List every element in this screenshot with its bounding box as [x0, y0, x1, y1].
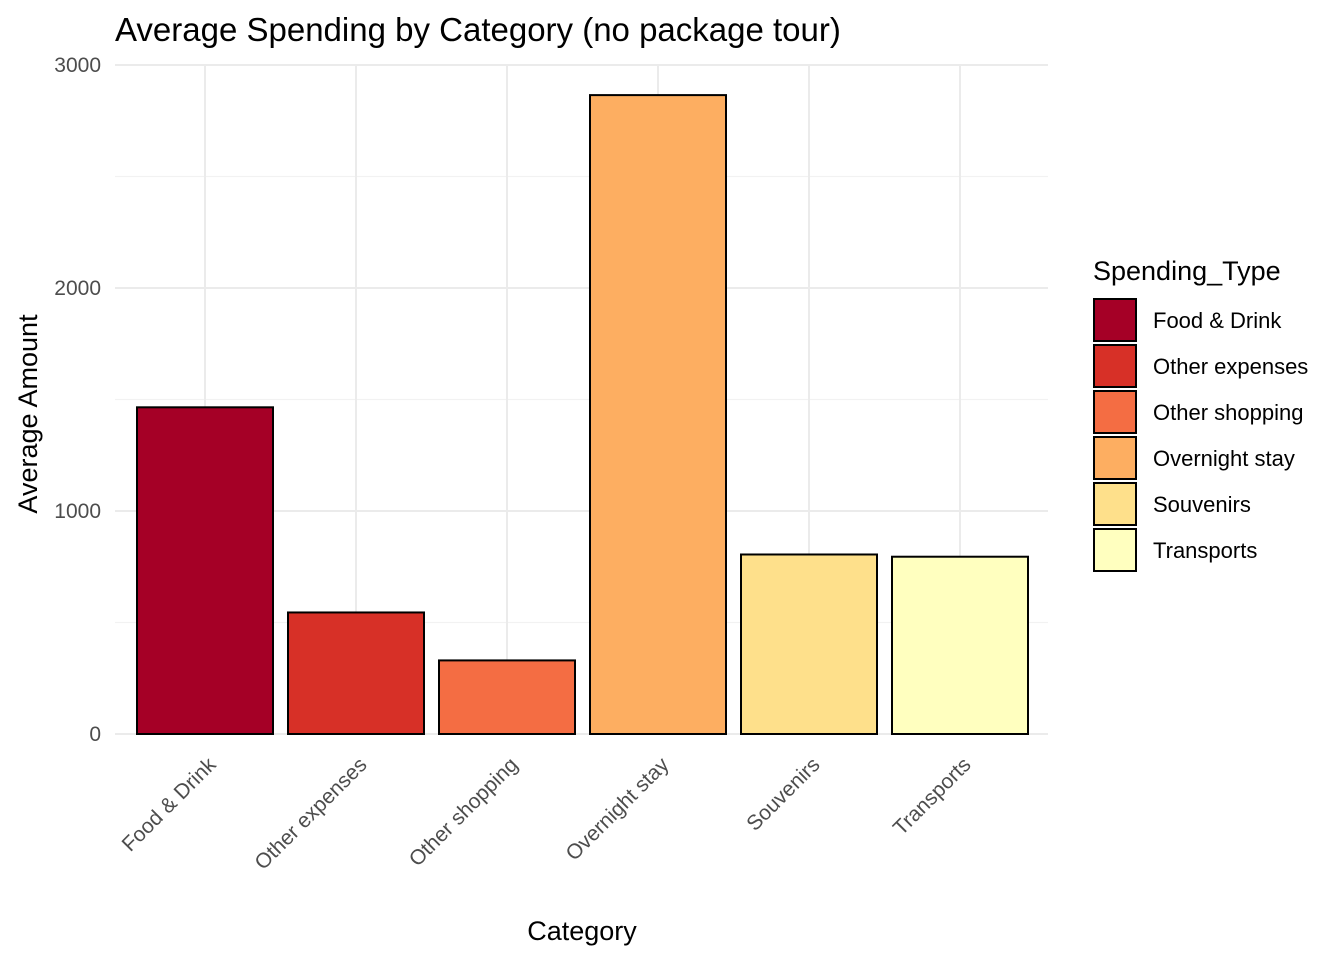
- legend: Spending_Type Food & Drink Other expenses…: [1093, 256, 1308, 572]
- bar-food-drink: [136, 406, 274, 735]
- y-tick-label: 3000: [54, 54, 101, 77]
- y-tick-label: 0: [89, 723, 101, 746]
- bar-other-expenses: [287, 611, 425, 736]
- x-axis-ticks: Food & Drink Other expenses Other shopping…: [118, 753, 976, 874]
- x-tick-label: Other shopping: [405, 753, 523, 871]
- legend-title: Spending_Type: [1093, 256, 1281, 286]
- legend-label: Other expenses: [1153, 354, 1308, 379]
- legend-label: Souvenirs: [1153, 492, 1251, 517]
- legend-label: Other shopping: [1153, 400, 1303, 425]
- x-tick-label: Overnight stay: [562, 753, 674, 865]
- y-axis-ticks: 0 1000 2000 3000: [54, 54, 101, 746]
- bar-souvenirs: [740, 553, 878, 735]
- x-axis-title: Category: [527, 916, 637, 946]
- chart-title: Average Spending by Category (no package…: [115, 11, 841, 48]
- y-tick-label: 2000: [54, 277, 101, 300]
- x-tick-label: Other expenses: [250, 753, 371, 874]
- x-tick-label: Souvenirs: [742, 753, 824, 835]
- bars: [136, 94, 1029, 736]
- legend-swatch: [1093, 390, 1137, 434]
- bar-overnight-stay: [589, 94, 727, 736]
- legend-swatch: [1093, 298, 1137, 342]
- legend-swatch: [1093, 482, 1137, 526]
- legend-items: Food & Drink Other expenses Other shopping…: [1093, 298, 1308, 572]
- legend-swatch: [1093, 528, 1137, 572]
- y-tick-label: 1000: [54, 500, 101, 523]
- bar-transports: [891, 555, 1029, 736]
- y-axis-title: Average Amount: [13, 314, 43, 514]
- legend-label: Food & Drink: [1153, 308, 1282, 333]
- x-tick-label: Transports: [889, 753, 976, 840]
- legend-label: Transports: [1153, 538, 1257, 563]
- legend-swatch: [1093, 436, 1137, 480]
- legend-swatch: [1093, 344, 1137, 388]
- bar-other-shopping: [438, 659, 576, 735]
- legend-label: Overnight stay: [1153, 446, 1295, 471]
- x-tick-label: Food & Drink: [118, 753, 221, 856]
